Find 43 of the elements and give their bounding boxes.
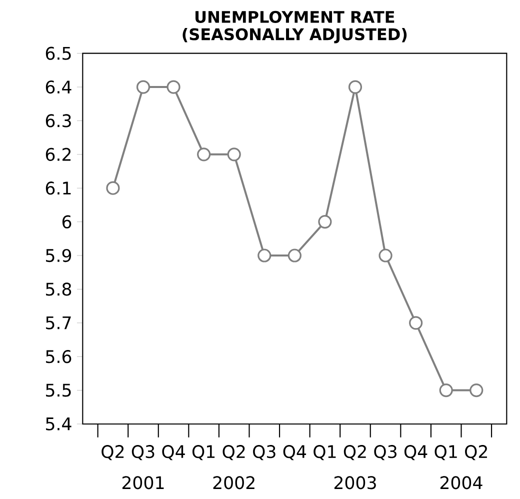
y-tick-label: 5.8 — [46, 282, 72, 296]
point — [439, 384, 453, 398]
y-tick-label: 6 — [62, 215, 72, 229]
x-tick-label: Q4 — [283, 445, 306, 460]
y-tick-label: 5.5 — [46, 384, 71, 397]
x-tick-label: Q4 — [404, 445, 428, 460]
point — [348, 80, 362, 94]
x-tick-label: Q1 — [192, 445, 215, 460]
point — [166, 80, 180, 94]
point — [106, 181, 120, 196]
x-tick-label: Q3 — [132, 445, 154, 460]
y-tick-label: 6.5 — [46, 46, 71, 60]
x-tick-label: Q3 — [253, 445, 276, 460]
x-tick-label: Q2 — [465, 445, 487, 460]
y-tick-label: 6.1 — [46, 182, 71, 195]
point — [136, 80, 150, 94]
y-tick-label: 6.3 — [46, 114, 71, 128]
x-tick-label: Q2 — [102, 445, 124, 460]
point — [318, 215, 332, 229]
x-tick-label: Q1 — [434, 445, 457, 460]
point — [227, 148, 241, 162]
y-tick-label: 6.4 — [46, 80, 72, 94]
y-tick-label: 5.9 — [46, 249, 72, 262]
y-tick-label: 5.4 — [46, 418, 72, 431]
text: 2002 — [213, 476, 254, 490]
x-tick-label: Q2 — [344, 445, 366, 460]
chart-title: UNEMPLOYMENT RATE (SEASONALLY ADJUSTED) — [182, 11, 407, 44]
y-tick-label: 6.2 — [46, 148, 71, 162]
point — [197, 148, 211, 162]
point — [258, 248, 272, 262]
text: 2004 — [440, 476, 482, 490]
y-tick-label: 5.7 — [46, 316, 71, 330]
point — [378, 248, 392, 262]
y-tick-label: 5.6 — [46, 350, 72, 364]
x-tick-label: Q1 — [314, 445, 336, 460]
point — [409, 316, 423, 330]
x-tick-label: Q4 — [162, 445, 185, 460]
text: 2001 — [122, 476, 164, 490]
x-tick-label: Q2 — [222, 445, 245, 460]
point — [288, 248, 302, 262]
x-tick-label: Q3 — [374, 445, 396, 460]
point — [470, 384, 484, 398]
text: 2003 — [334, 476, 376, 490]
